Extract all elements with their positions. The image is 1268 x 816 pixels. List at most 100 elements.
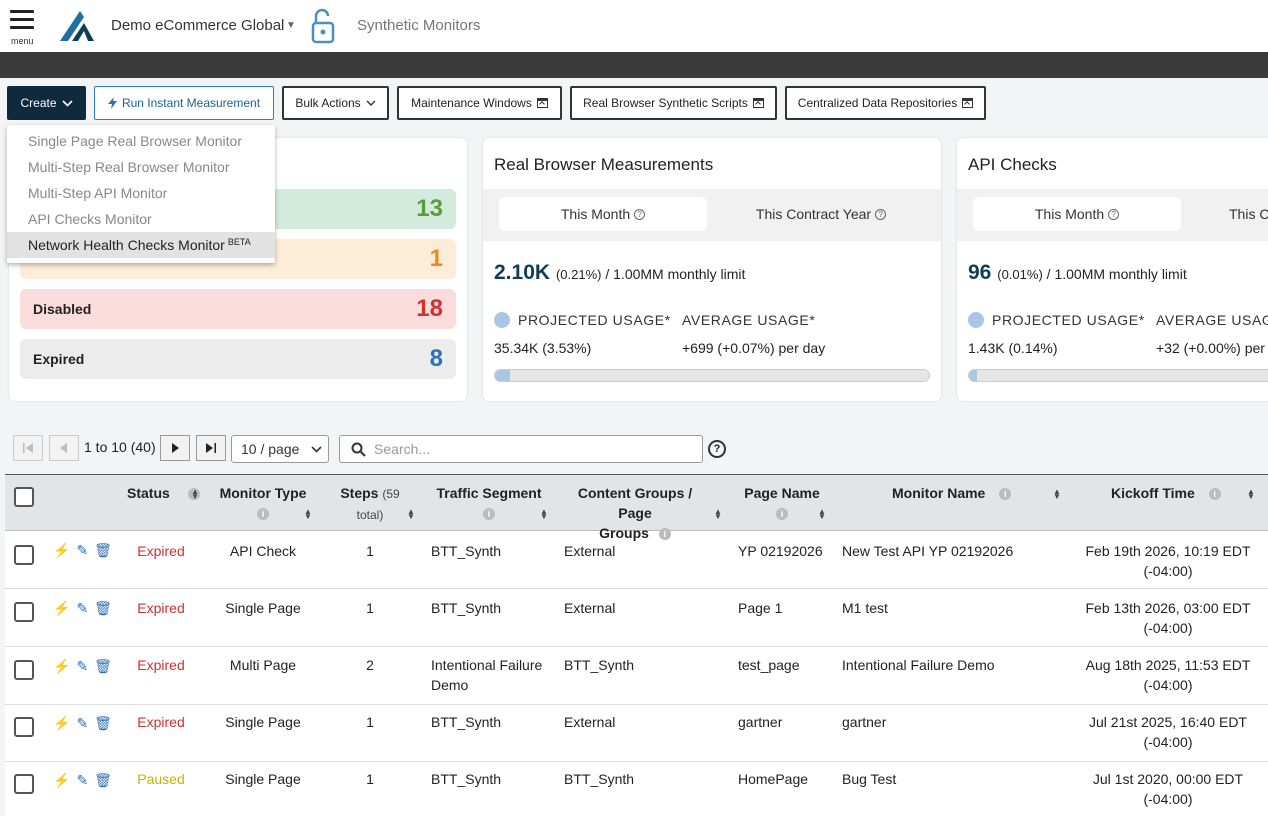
tab-this-month[interactable]: This Month ? [499, 197, 707, 231]
row-checkbox[interactable] [14, 774, 34, 794]
help-icon[interactable]: ? [1108, 208, 1120, 220]
run-now-icon[interactable]: ⚡ [53, 542, 71, 558]
column-header-content-groups[interactable]: Content Groups / Page Groups i [577, 485, 693, 541]
next-page-button[interactable] [160, 435, 190, 461]
page-name-cell: test_page [738, 657, 800, 673]
table-header: Status i ▲ ▼ Monitor Type i ▲ ▼ Steps (59 … [5, 474, 1268, 541]
legend-dot-icon [494, 312, 510, 328]
column-header-traffic-segment[interactable]: Traffic Segment i [436, 485, 542, 521]
page-name-cell: Page 1 [738, 600, 783, 616]
menu-item-single-page-rbm[interactable]: Single Page Real Browser Monitor [28, 133, 242, 149]
usage-progress-bar [968, 369, 1268, 382]
content-groups-cell: External [564, 714, 616, 730]
menu-item-multi-step-rbm[interactable]: Multi-Step Real Browser Monitor [28, 159, 230, 175]
sort-icon[interactable]: ▲ ▼ [540, 507, 548, 521]
table-row[interactable]: ⚡ ✎ 🗑 Expired API Check 1 BTT_Synth Exte… [5, 532, 1268, 589]
monitor-name-cell[interactable]: Bug Test [842, 771, 897, 787]
edit-pencil-icon[interactable]: ✎ [76, 658, 89, 674]
edit-pencil-icon[interactable]: ✎ [76, 715, 89, 731]
tab-this-contract-year[interactable]: This C [1191, 197, 1268, 231]
tab-this-month[interactable]: This Month ? [973, 197, 1181, 231]
usage-value: 96 [968, 261, 992, 284]
sort-icon[interactable]: ▲ ▼ [1247, 487, 1255, 501]
monitor-name-cell[interactable]: Intentional Failure Demo [842, 657, 995, 673]
sort-icon[interactable]: ▲ ▼ [818, 507, 826, 521]
status-row-disabled[interactable]: Disabled 18 [20, 289, 456, 329]
row-checkbox[interactable] [14, 602, 34, 622]
select-all-checkbox[interactable] [14, 487, 34, 507]
account-dropdown-icon[interactable]: ▼ [286, 20, 296, 31]
help-icon[interactable]: ? [634, 208, 646, 220]
info-icon[interactable]: i [776, 508, 788, 521]
sort-icon[interactable]: ▲ ▼ [191, 487, 199, 501]
delete-trash-icon[interactable]: 🗑 [94, 772, 112, 788]
row-checkbox[interactable] [14, 717, 34, 737]
delete-trash-icon[interactable]: 🗑 [94, 715, 112, 731]
edit-pencil-icon[interactable]: ✎ [76, 600, 89, 616]
page-name-cell: HomePage [738, 771, 809, 787]
table-row[interactable]: ⚡ ✎ 🗑 Expired Single Page 1 BTT_Synth Ex… [5, 590, 1268, 647]
run-now-icon[interactable]: ⚡ [53, 600, 71, 616]
chevron-down-icon [366, 100, 376, 106]
run-now-icon[interactable]: ⚡ [53, 658, 71, 674]
run-now-icon[interactable]: ⚡ [53, 772, 71, 788]
external-link-icon [752, 98, 764, 108]
edit-pencil-icon[interactable]: ✎ [76, 772, 89, 788]
usage-limit: / 1.00MM monthly limit [1046, 266, 1187, 282]
account-name[interactable]: Demo eCommerce Global [111, 17, 285, 34]
search-input[interactable] [374, 440, 694, 458]
sort-icon[interactable]: ▲ ▼ [714, 507, 722, 521]
table-row[interactable]: ⚡ ✎ 🗑 Paused Single Page 1 BTT_Synth BTT… [5, 762, 1268, 816]
menu-button[interactable]: menu [10, 10, 36, 48]
api-checks-card: API Checks This Month ? This C 96 (0.01%… [957, 138, 1268, 401]
monitor-name-cell[interactable]: New Test API YP 02192026 [842, 543, 1014, 559]
table-row[interactable]: ⚡ ✎ 🗑 Expired Single Page 1 BTT_Synth Ex… [5, 705, 1268, 762]
delete-trash-icon[interactable]: 🗑 [94, 658, 112, 674]
info-icon[interactable]: i [187, 488, 200, 501]
row-checkbox[interactable] [14, 545, 34, 565]
monitor-name-cell[interactable]: gartner [842, 714, 887, 730]
info-icon[interactable]: i [999, 488, 1012, 501]
status-row-expired[interactable]: Expired 8 [20, 339, 456, 379]
menu-item-api-checks[interactable]: API Checks Monitor [28, 211, 152, 227]
info-icon[interactable]: i [483, 508, 495, 521]
column-header-monitor-type[interactable]: Monitor Type i [219, 485, 307, 521]
page-size-select[interactable]: 10 / page [231, 435, 329, 463]
create-button[interactable]: Create [7, 86, 86, 120]
info-icon[interactable]: i [1208, 488, 1221, 501]
column-header-kickoff-time[interactable]: Kickoff Time i [1111, 483, 1221, 503]
column-header-page-name[interactable]: Page Name i [744, 485, 820, 521]
column-header-monitor-name[interactable]: Monitor Name i [892, 483, 1012, 503]
help-icon[interactable]: ? [875, 208, 887, 220]
maintenance-windows-button[interactable]: Maintenance Windows [397, 86, 562, 120]
company-logo-icon[interactable] [58, 9, 96, 43]
bulk-actions-button[interactable]: Bulk Actions [282, 86, 389, 120]
previous-page-button[interactable] [49, 435, 79, 461]
first-page-button[interactable] [13, 435, 43, 461]
table-row[interactable]: ⚡ ✎ 🗑 Expired Multi Page 2 Intentional F… [5, 648, 1268, 705]
monitor-type-cell: Single Page [225, 714, 301, 730]
run-instant-measurement-button[interactable]: Run Instant Measurement [94, 86, 274, 120]
monitor-name-cell[interactable]: M1 test [842, 600, 888, 616]
content-groups-cell: External [564, 600, 616, 616]
info-icon[interactable]: i [658, 528, 671, 541]
info-icon[interactable]: i [257, 508, 269, 521]
sort-icon[interactable]: ▲ ▼ [1053, 487, 1061, 501]
run-now-icon[interactable]: ⚡ [53, 715, 71, 731]
unlock-icon [311, 8, 335, 44]
delete-trash-icon[interactable]: 🗑 [94, 600, 112, 616]
menu-item-multi-step-api[interactable]: Multi-Step API Monitor [28, 185, 168, 201]
data-repositories-button[interactable]: Centralized Data Repositories [785, 86, 986, 120]
menu-item-network-health-checks[interactable]: Network Health Checks Monitor BETA [7, 232, 275, 258]
sort-icon[interactable]: ▲ ▼ [407, 507, 415, 521]
delete-trash-icon[interactable]: 🗑 [94, 542, 112, 558]
synthetic-scripts-button[interactable]: Real Browser Synthetic Scripts [570, 86, 777, 120]
column-header-status[interactable]: Status i [127, 483, 200, 503]
row-checkbox[interactable] [14, 660, 34, 680]
sort-icon[interactable]: ▲ ▼ [304, 507, 312, 521]
help-icon[interactable]: ? [708, 440, 726, 458]
tab-this-contract-year[interactable]: This Contract Year ? [717, 197, 925, 231]
column-header-steps[interactable]: Steps (59 total) [340, 485, 400, 522]
edit-pencil-icon[interactable]: ✎ [76, 542, 89, 558]
last-page-button[interactable] [196, 435, 226, 461]
